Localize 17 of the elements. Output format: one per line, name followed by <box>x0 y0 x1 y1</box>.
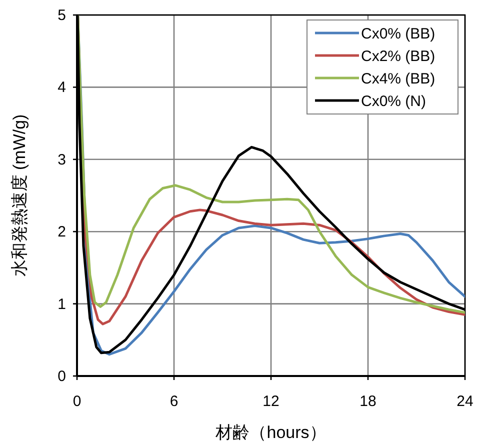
x-tick-label: 24 <box>456 393 474 410</box>
y-tick-label: 1 <box>58 296 66 313</box>
legend-label: Cx2% (BB) <box>361 48 436 65</box>
x-tick-label: 6 <box>170 393 178 410</box>
x-tick-label: 18 <box>360 393 376 410</box>
y-axis-title: 水和発熱速度 (mW/g) <box>10 114 29 277</box>
y-tick-label: 2 <box>58 224 66 241</box>
x-tick-label: 12 <box>262 393 280 410</box>
y-tick-label: 5 <box>58 7 66 24</box>
y-tick-label: 4 <box>58 79 66 96</box>
y-tick-label: 0 <box>58 368 66 385</box>
legend-label: Cx0% (BB) <box>361 26 436 42</box>
x-axis-title: 材齢（hours） <box>214 423 326 442</box>
y-tick-label: 3 <box>58 151 66 168</box>
legend-label: Cx4% (BB) <box>361 70 436 88</box>
legend-label: Cx0% (N) <box>361 93 426 110</box>
x-tick-label: 0 <box>72 393 82 410</box>
